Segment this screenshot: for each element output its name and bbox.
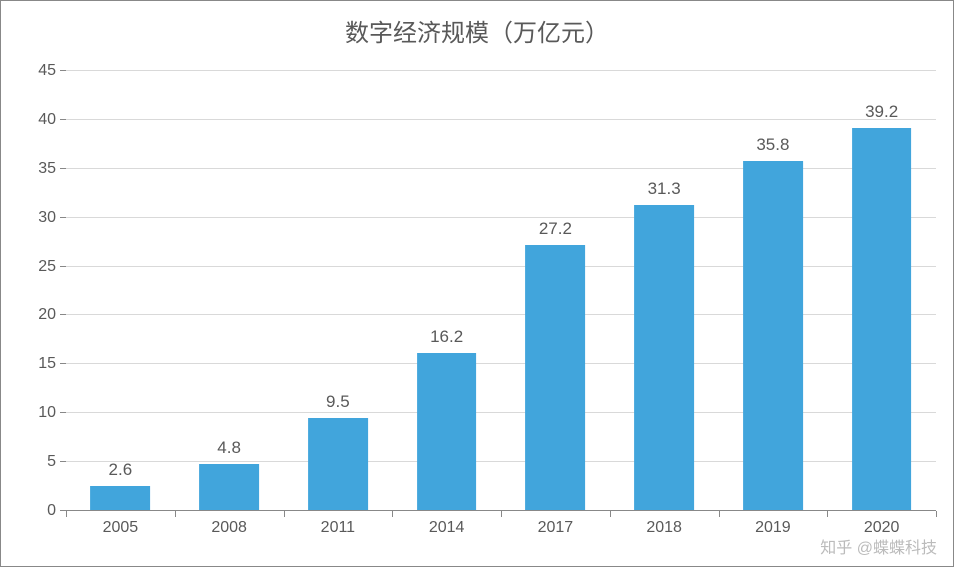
bar-value-label: 27.2	[539, 219, 572, 239]
x-tick-mark	[501, 511, 502, 517]
bar: 39.2	[852, 128, 912, 511]
bar-value-label: 2.6	[109, 460, 133, 480]
bar-slot: 35.82019	[719, 71, 828, 511]
bar: 31.3	[634, 205, 694, 511]
bar-value-label: 16.2	[430, 327, 463, 347]
bar: 9.5	[308, 418, 368, 511]
x-tick-label: 2019	[755, 519, 791, 537]
bar-value-label: 9.5	[326, 392, 350, 412]
bar-value-label: 39.2	[865, 102, 898, 122]
bar-slot: 16.22014	[392, 71, 501, 511]
plot-area: 051015202530354045 2.620054.820089.52011…	[66, 71, 936, 511]
y-tick-label: 5	[47, 453, 56, 471]
x-tick-mark	[827, 511, 828, 517]
x-tick-label: 2008	[211, 519, 247, 537]
bar: 2.6	[90, 486, 150, 511]
bar-value-label: 35.8	[756, 135, 789, 155]
chart-container: 数字经济规模（万亿元） 051015202530354045 2.620054.…	[0, 0, 954, 567]
x-tick-mark	[175, 511, 176, 517]
x-tick-label: 2005	[103, 519, 139, 537]
bar: 16.2	[417, 353, 477, 511]
bar-slot: 39.22020	[827, 71, 936, 511]
y-tick-label: 10	[38, 404, 56, 422]
y-tick-label: 0	[47, 502, 56, 520]
y-tick-label: 15	[38, 355, 56, 373]
y-tick-label: 25	[38, 258, 56, 276]
x-tick-mark	[392, 511, 393, 517]
y-tick-label: 45	[38, 62, 56, 80]
bar-slot: 2.62005	[66, 71, 175, 511]
chart-title: 数字经济规模（万亿元）	[1, 1, 953, 56]
bar: 35.8	[743, 161, 803, 511]
bar-slot: 27.22017	[501, 71, 610, 511]
x-tick-label: 2014	[429, 519, 465, 537]
bars-group: 2.620054.820089.5201116.2201427.2201731.…	[66, 71, 936, 511]
bar-value-label: 4.8	[217, 438, 241, 458]
y-tick-label: 40	[38, 111, 56, 129]
y-tick-label: 30	[38, 209, 56, 227]
y-tick-label: 20	[38, 306, 56, 324]
x-tick-label: 2020	[864, 519, 900, 537]
bar-value-label: 31.3	[648, 179, 681, 199]
bar: 27.2	[525, 245, 585, 511]
x-tick-label: 2011	[321, 519, 355, 537]
watermark-text: 知乎 @蝶蝶科技	[820, 534, 937, 558]
x-tick-label: 2017	[538, 519, 574, 537]
x-tick-label: 2018	[646, 519, 682, 537]
bar: 4.8	[199, 464, 259, 511]
bar-slot: 4.82008	[175, 71, 284, 511]
bar-slot: 9.52011	[284, 71, 393, 511]
x-tick-mark	[66, 511, 67, 517]
x-tick-mark	[936, 511, 937, 517]
x-tick-mark	[610, 511, 611, 517]
x-tick-mark	[719, 511, 720, 517]
y-tick-label: 35	[38, 160, 56, 178]
bar-slot: 31.32018	[610, 71, 719, 511]
x-tick-mark	[284, 511, 285, 517]
